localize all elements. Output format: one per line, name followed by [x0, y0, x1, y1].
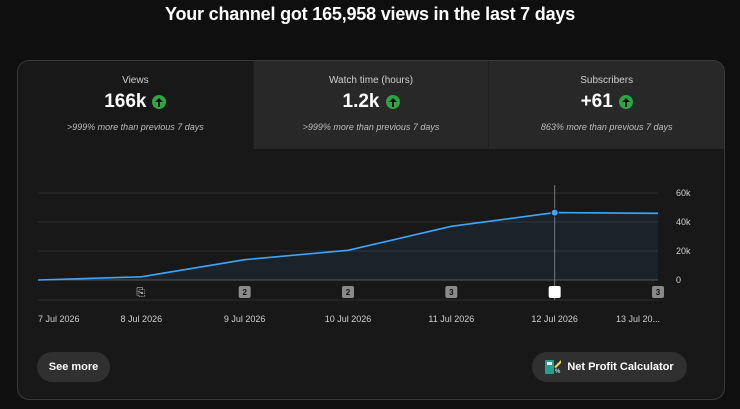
- tab-watch-time-label: Watch time (hours): [328, 75, 414, 86]
- data-point-highlight: [550, 208, 559, 217]
- upload-count-label: 2: [346, 288, 351, 297]
- x-tick-label: 9 Jul 2026: [224, 314, 266, 324]
- tab-views[interactable]: Views 166k >999% more than previous 7 da…: [18, 61, 253, 149]
- upload-marker-selected: [548, 286, 561, 298]
- x-tick-label: 13 Jul 20...: [616, 314, 660, 324]
- y-tick-label: 40k: [676, 217, 691, 227]
- tab-watch-time-value: 1.2k: [342, 91, 380, 112]
- x-tick-label: 10 Jul 2026: [325, 314, 372, 324]
- views-line-chart[interactable]: 60k 40k 20k 0 ⎘ 2 2 3 3 7 Jul 2026 8 Jul 2026 9 Jul…: [18, 149, 724, 329]
- page-headline: Your channel got 165,958 views in the la…: [164, 4, 576, 24]
- upload-count-label: 3: [656, 288, 661, 297]
- x-tick-label: 11 Jul 2026: [428, 314, 474, 324]
- tab-subscribers-value: +61: [580, 91, 613, 112]
- analytics-card: Views 166k >999% more than previous 7 da…: [17, 60, 725, 400]
- series-area: [38, 212, 658, 280]
- tab-views-change: >999% more than previous 7 days: [66, 122, 204, 132]
- tab-subscribers-value-row: +61: [489, 91, 724, 113]
- x-tick-label: 7 Jul 2026: [38, 314, 80, 324]
- tab-subscribers[interactable]: Subscribers +61 863% more than previous …: [488, 61, 724, 149]
- y-tick-label: 20k: [676, 246, 691, 256]
- tab-subscribers-change: 863% more than previous 7 days: [540, 122, 673, 132]
- x-tick-label: 8 Jul 2026: [121, 314, 163, 324]
- y-tick-label: 0: [676, 275, 681, 285]
- tab-views-value-row: 166k: [18, 91, 253, 113]
- tab-subscribers-label: Subscribers: [580, 75, 634, 86]
- net-profit-calculator-button[interactable]: % Net Profit Calculator: [532, 352, 687, 382]
- tab-watch-time-value-row: 1.2k: [254, 91, 489, 113]
- upload-count-label: 2: [242, 288, 247, 297]
- x-tick-label: 12 Jul 2026: [531, 314, 578, 324]
- arrow-up-icon: [152, 95, 167, 109]
- arrow-up-icon: [618, 95, 633, 109]
- tab-watch-time-change: >999% more than previous 7 days: [302, 122, 440, 132]
- upload-count-marker: [445, 286, 458, 298]
- upload-count-marker: [238, 286, 251, 298]
- upload-count-marker: [342, 286, 354, 298]
- arrow-up-icon: [385, 95, 400, 109]
- y-tick-label: 60k: [676, 188, 691, 198]
- shorts-upload-icon: ⎘: [136, 286, 145, 299]
- upload-count-marker: [652, 286, 664, 298]
- upload-count-label: 3: [449, 288, 454, 297]
- net-profit-calculator-label: Net Profit Calculator: [567, 361, 674, 373]
- tab-views-value: 166k: [104, 91, 147, 112]
- tab-watch-time[interactable]: Watch time (hours) 1.2k >999% more than …: [252, 61, 489, 149]
- calculator-icon: %: [545, 360, 562, 374]
- metric-tabs: Views 166k >999% more than previous 7 da…: [18, 61, 724, 149]
- see-more-button[interactable]: See more: [37, 352, 110, 382]
- tab-views-label: Views: [122, 75, 149, 86]
- svg-text:%: %: [555, 369, 561, 374]
